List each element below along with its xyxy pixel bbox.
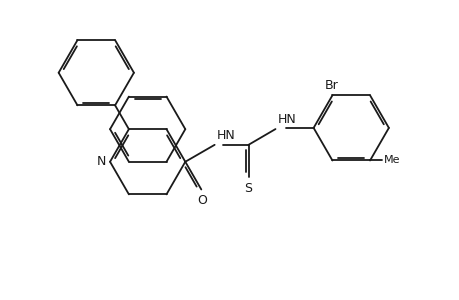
- Text: HN: HN: [277, 112, 296, 125]
- Text: N: N: [97, 155, 106, 168]
- Text: HN: HN: [217, 130, 235, 142]
- Text: S: S: [244, 182, 252, 194]
- Text: Br: Br: [324, 79, 337, 92]
- Text: O: O: [197, 194, 207, 207]
- Text: Me: Me: [383, 155, 400, 166]
